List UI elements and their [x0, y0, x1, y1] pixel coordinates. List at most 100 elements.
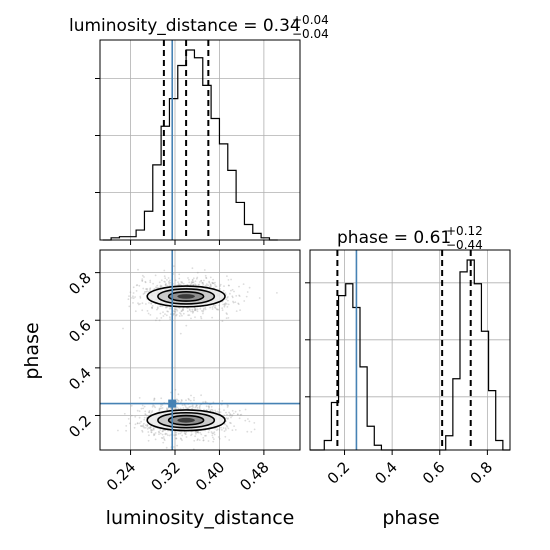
scatter-point: [146, 424, 149, 426]
scatter-point: [232, 412, 235, 415]
scatter-point: [153, 287, 156, 290]
scatter-point: [130, 404, 133, 407]
scatter-point: [143, 405, 146, 408]
scatter-point: [196, 404, 198, 407]
scatter-point: [150, 411, 153, 414]
scatter-point: [134, 423, 137, 426]
histogram-step: [310, 259, 510, 451]
scatter-point: [226, 418, 229, 420]
scatter-point: [195, 405, 198, 408]
scatter-point: [188, 308, 191, 311]
scatter-point: [230, 289, 232, 292]
panel-frame: [99, 249, 301, 451]
scatter-point: [179, 432, 182, 435]
scatter-point: [173, 434, 176, 436]
scatter-point: [211, 316, 214, 319]
scatter-point: [198, 407, 201, 409]
scatter-point: [200, 315, 202, 318]
scatter-point: [166, 306, 169, 308]
scatter-point: [128, 295, 130, 297]
scatter-point: [132, 286, 135, 289]
scatter-point: [210, 431, 213, 433]
scatter-point: [192, 281, 195, 284]
scatter-point: [202, 309, 205, 312]
title-lum-main: luminosity_distance = 0.34: [69, 16, 301, 36]
scatter-point: [150, 431, 153, 434]
scatter-point: [227, 299, 229, 302]
scatter-point: [141, 302, 144, 305]
scatter-point: [253, 428, 256, 431]
scatter-point: [149, 289, 151, 292]
scatter-point: [159, 429, 162, 431]
scatter-point: [228, 411, 231, 414]
scatter-point: [222, 427, 225, 429]
scatter-point: [226, 296, 229, 299]
scatter-point: [225, 411, 227, 414]
scatter-point: [138, 284, 141, 287]
scatter-point: [145, 288, 147, 290]
scatter-point: [151, 405, 154, 408]
scatter-point: [196, 308, 199, 311]
scatter-point: [211, 306, 214, 308]
scatter-point: [222, 303, 225, 306]
scatter-point: [181, 308, 184, 311]
scatter-point: [190, 394, 192, 397]
scatter-point: [224, 303, 227, 306]
scatter-point: [190, 433, 193, 436]
scatter-point: [184, 433, 187, 436]
scatter-point: [123, 412, 126, 415]
scatter-point: [146, 310, 149, 312]
scatter-point: [138, 416, 141, 419]
scatter-point: [183, 432, 186, 435]
scatter-point: [211, 434, 214, 437]
scatter-point: [164, 283, 167, 286]
scatter-point: [227, 317, 230, 319]
x-tick-label-phase: 0.4: [371, 458, 401, 488]
scatter-point: [159, 285, 162, 288]
scatter-point: [180, 399, 183, 402]
scatter-point: [144, 290, 146, 293]
scatter-point: [225, 417, 228, 419]
scatter-point: [169, 316, 171, 319]
scatter-point: [158, 431, 161, 434]
scatter-point: [166, 279, 168, 281]
scatter-point: [224, 302, 227, 305]
scatter-point: [217, 411, 220, 414]
scatter-point: [143, 422, 145, 425]
scatter-point: [193, 439, 196, 442]
scatter-point: [186, 310, 189, 313]
scatter-point: [128, 422, 131, 425]
scatter-point: [226, 413, 228, 416]
scatter-point: [160, 405, 162, 408]
scatter-point: [173, 310, 176, 313]
scatter-point: [129, 291, 132, 294]
scatter-point: [245, 295, 248, 298]
scatter-point: [143, 418, 146, 421]
scatter-point: [169, 284, 172, 286]
scatter-point: [174, 388, 177, 391]
scatter-point: [202, 310, 205, 313]
scatter-point: [146, 414, 148, 417]
scatter-point: [237, 302, 240, 305]
scatter-point: [147, 426, 150, 429]
scatter-point: [165, 446, 168, 449]
scatter-point: [209, 276, 212, 279]
scatter-point: [227, 427, 230, 430]
scatter-point: [132, 295, 134, 298]
scatter-point: [188, 398, 190, 401]
scatter-point: [170, 313, 172, 315]
scatter-point: [212, 440, 215, 443]
scatter-point: [178, 315, 181, 317]
scatter-point: [250, 431, 253, 433]
scatter-point: [177, 281, 180, 284]
scatter-point: [141, 278, 144, 280]
scatter-point: [161, 404, 164, 406]
scatter-point: [258, 297, 261, 299]
scatter-point: [229, 421, 231, 424]
scatter-point: [193, 399, 195, 402]
scatter-point: [198, 439, 201, 441]
scatter-point: [191, 279, 194, 281]
scatter-point: [218, 304, 221, 307]
scatter-point: [221, 309, 224, 312]
scatter-point: [147, 439, 150, 442]
